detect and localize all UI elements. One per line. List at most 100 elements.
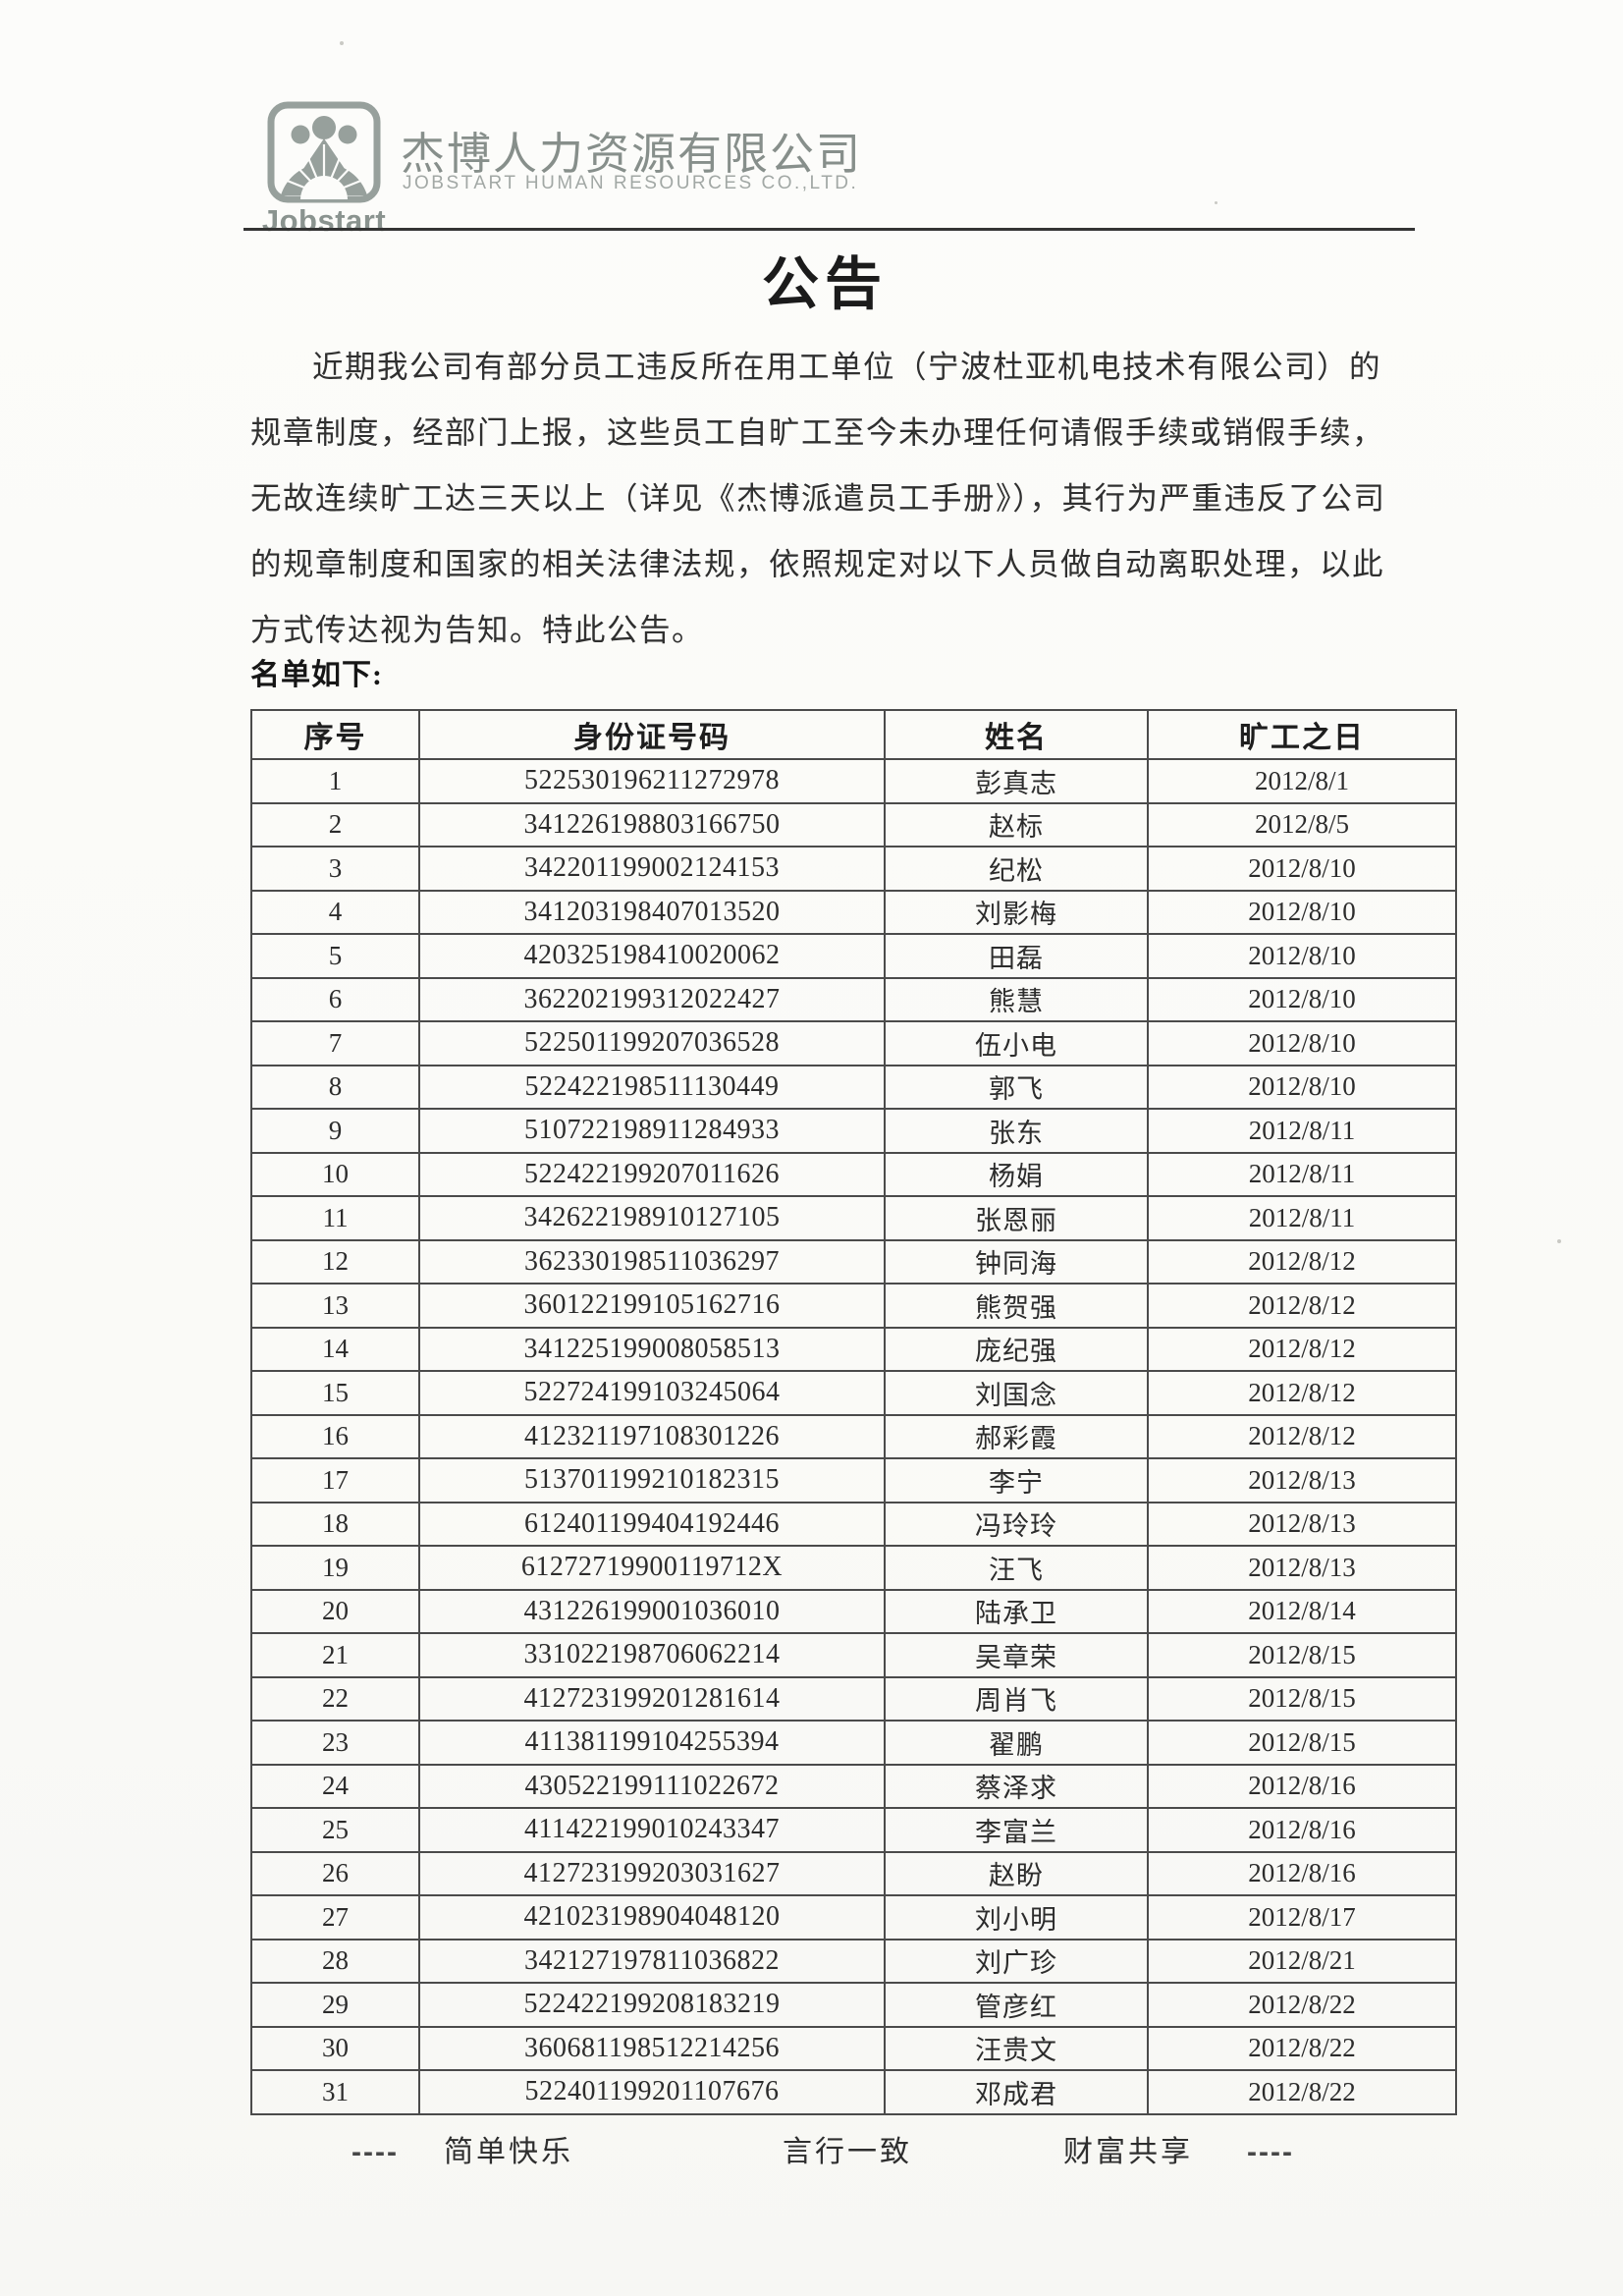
footer-dash-right: ---- (1247, 2136, 1294, 2168)
cell-id-number: 431226199001036010 (418, 1588, 886, 1634)
cell-index: 3 (250, 846, 420, 892)
cell-absence-date: 2012/8/10 (1147, 1064, 1457, 1110)
cell-absence-date: 2012/8/10 (1147, 1020, 1457, 1066)
cell-absence-date: 2012/8/13 (1147, 1501, 1457, 1547)
cell-index: 17 (250, 1457, 420, 1503)
cell-absence-date: 2012/8/21 (1147, 1938, 1457, 1984)
cell-absence-date: 2012/8/10 (1147, 933, 1457, 979)
cell-name: 郝彩霞 (884, 1413, 1149, 1459)
list-label: 名单如下: (250, 659, 383, 691)
cell-index: 11 (250, 1195, 420, 1241)
header-divider (243, 228, 1415, 231)
cell-absence-date: 2012/8/22 (1147, 2025, 1457, 2071)
table-row: 6 362202199312022427 熊慧 2012/8/10 (250, 976, 1457, 1022)
cell-absence-date: 2012/8/11 (1147, 1151, 1457, 1197)
cell-name: 熊慧 (884, 976, 1149, 1022)
cell-absence-date: 2012/8/16 (1147, 1807, 1457, 1853)
cell-name: 冯玲玲 (884, 1501, 1149, 1547)
cell-absence-date: 2012/8/12 (1147, 1238, 1457, 1285)
footer-motto-3: 财富共享 (1063, 2136, 1193, 2168)
cell-id-number: 342127197811036822 (418, 1938, 886, 1984)
cell-absence-date: 2012/8/1 (1147, 758, 1457, 804)
table-row: 30 360681198512214256 汪贵文 2012/8/22 (250, 2025, 1457, 2071)
cell-absence-date: 2012/8/13 (1147, 1457, 1457, 1503)
table-row: 19 61272719900119712X 汪飞 2012/8/13 (250, 1545, 1457, 1591)
cell-name: 田磊 (884, 933, 1149, 979)
cell-id-number: 420325198410020062 (418, 933, 886, 979)
cell-name: 赵标 (884, 801, 1149, 847)
cell-absence-date: 2012/8/13 (1147, 1545, 1457, 1591)
cell-index: 13 (250, 1283, 420, 1329)
cell-name: 汪贵文 (884, 2025, 1149, 2071)
cell-id-number: 522422199207011626 (418, 1151, 886, 1197)
people-sunburst-icon (267, 101, 381, 203)
cell-index: 4 (250, 889, 420, 935)
table-row: 26 412723199203031627 赵盼 2012/8/16 (250, 1850, 1457, 1896)
cell-index: 2 (250, 801, 420, 847)
table-row: 17 513701199210182315 李宁 2012/8/13 (250, 1457, 1457, 1503)
cell-name: 杨娟 (884, 1151, 1149, 1197)
cell-id-number: 341226198803166750 (418, 801, 886, 847)
cell-id-number: 510722198911284933 (418, 1108, 886, 1154)
table-row: 14 341225199008058513 庞纪强 2012/8/12 (250, 1326, 1457, 1372)
cell-id-number: 411381199104255394 (418, 1720, 886, 1766)
cell-name: 钟同海 (884, 1238, 1149, 1285)
cell-absence-date: 2012/8/10 (1147, 846, 1457, 892)
cell-index: 19 (250, 1545, 420, 1591)
cell-id-number: 412723199203031627 (418, 1850, 886, 1896)
cell-index: 15 (250, 1370, 420, 1416)
table-row: 9 510722198911284933 张东 2012/8/11 (250, 1108, 1457, 1154)
cell-absence-date: 2012/8/12 (1147, 1370, 1457, 1416)
cell-id-number: 331022198706062214 (418, 1632, 886, 1678)
cell-name: 张恩丽 (884, 1195, 1149, 1241)
cell-name: 邓成君 (884, 2069, 1149, 2115)
cell-index: 25 (250, 1807, 420, 1853)
cell-name: 刘国念 (884, 1370, 1149, 1416)
cell-index: 23 (250, 1720, 420, 1766)
cell-index: 26 (250, 1850, 420, 1896)
cell-id-number: 341225199008058513 (418, 1326, 886, 1372)
cell-id-number: 342622198910127105 (418, 1195, 886, 1241)
cell-name: 刘影梅 (884, 889, 1149, 935)
company-logo (267, 101, 381, 203)
cell-index: 6 (250, 976, 420, 1022)
cell-id-number: 341203198407013520 (418, 889, 886, 935)
footer-dash-left: ---- (352, 2136, 399, 2168)
table-row: 28 342127197811036822 刘广珍 2012/8/21 (250, 1938, 1457, 1984)
column-header: 身份证号码 (418, 709, 886, 760)
table-row: 7 522501199207036528 伍小电 2012/8/10 (250, 1020, 1457, 1066)
cell-name: 庞纪强 (884, 1326, 1149, 1372)
table-row: 11 342622198910127105 张恩丽 2012/8/11 (250, 1195, 1457, 1241)
table-row: 31 522401199201107676 邓成君 2012/8/22 (250, 2069, 1457, 2115)
cell-id-number: 360681198512214256 (418, 2025, 886, 2071)
table-row: 18 612401199404192446 冯玲玲 2012/8/13 (250, 1501, 1457, 1547)
cell-id-number: 411422199010243347 (418, 1807, 886, 1853)
cell-index: 12 (250, 1238, 420, 1285)
cell-name: 刘广珍 (884, 1938, 1149, 1984)
cell-absence-date: 2012/8/16 (1147, 1763, 1457, 1809)
cell-absence-date: 2012/8/15 (1147, 1675, 1457, 1722)
cell-absence-date: 2012/8/15 (1147, 1632, 1457, 1678)
scan-speck (1557, 1239, 1561, 1243)
paragraph-line: 无故连续旷工达三天以上（详见《杰博派遣员工手册》），其行为严重违反了公司 (250, 481, 1386, 516)
cell-absence-date: 2012/8/12 (1147, 1326, 1457, 1372)
table-row: 3 342201199002124153 纪松 2012/8/10 (250, 846, 1457, 892)
announcement-paragraph: 近期我公司有部分员工违反所在用工单位（宁波杜亚机电技术有限公司）的 规章制度，经部… (250, 334, 1429, 663)
cell-index: 31 (250, 2069, 420, 2115)
cell-name: 吴章荣 (884, 1632, 1149, 1678)
paragraph-line: 规章制度，经部门上报，这些员工自旷工至今未办理任何请假手续或销假手续， (250, 415, 1385, 450)
cell-index: 20 (250, 1588, 420, 1634)
cell-name: 蔡泽求 (884, 1763, 1149, 1809)
paragraph-line: 方式传达视为告知。特此公告。 (250, 613, 705, 647)
page-title: 公告 (761, 252, 888, 316)
cell-index: 28 (250, 1938, 420, 1984)
cell-name: 李宁 (884, 1457, 1149, 1503)
cell-index: 22 (250, 1675, 420, 1722)
table-row: 4 341203198407013520 刘影梅 2012/8/10 (250, 889, 1457, 935)
column-header: 姓名 (884, 709, 1149, 760)
cell-id-number: 522422198511130449 (418, 1064, 886, 1110)
cell-index: 24 (250, 1763, 420, 1809)
cell-id-number: 430522199111022672 (418, 1763, 886, 1809)
cell-index: 9 (250, 1108, 420, 1154)
cell-absence-date: 2012/8/10 (1147, 889, 1457, 935)
